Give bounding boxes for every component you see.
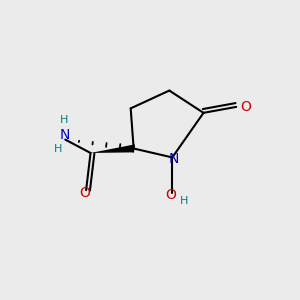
Text: N: N [60,128,70,142]
Text: H: H [180,196,188,206]
Text: N: N [169,152,179,166]
Text: O: O [240,100,250,114]
Polygon shape [91,145,134,153]
Text: O: O [165,188,176,202]
Text: H: H [60,115,68,125]
Text: H: H [54,143,62,154]
Text: O: O [79,186,90,200]
